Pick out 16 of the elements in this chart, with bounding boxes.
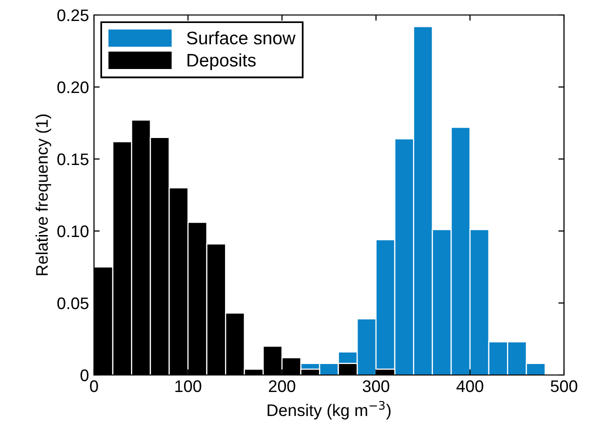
legend-label: Surface snow bbox=[186, 31, 296, 44]
y-tick-label: 0.15 bbox=[57, 153, 88, 166]
x-tick-label: 200 bbox=[268, 380, 296, 392]
y-tick-label: 0.10 bbox=[57, 225, 88, 238]
x-tick-label: 0 bbox=[90, 380, 98, 392]
y-axis-title: Relative frequency (1) bbox=[36, 114, 52, 276]
x-tick-label: 500 bbox=[550, 380, 578, 392]
x-tick-label: 300 bbox=[362, 380, 390, 392]
x-axis-title: Density (kg m$^{−3}$) bbox=[268, 400, 391, 420]
legend-label: Deposits bbox=[188, 53, 256, 70]
y-tick-label: 0.20 bbox=[57, 81, 88, 94]
x-tick-label: 100 bbox=[175, 380, 202, 392]
y-tick-label: 0.05 bbox=[57, 297, 88, 310]
y-tick-label: 0.25 bbox=[57, 9, 88, 22]
x-tick-label: 400 bbox=[456, 380, 484, 392]
y-tick-label: 0 bbox=[80, 369, 88, 382]
